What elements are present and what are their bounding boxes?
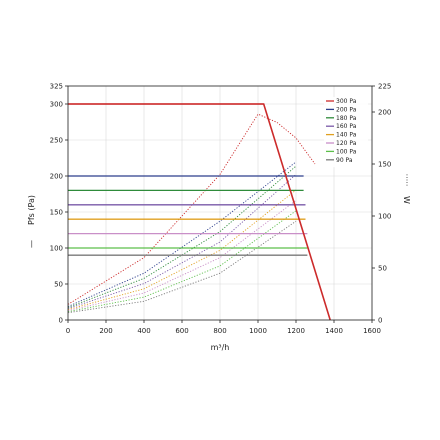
y-left-tick-label: 150 [50, 209, 63, 217]
legend-background [324, 97, 368, 168]
envelope-line [68, 103, 331, 321]
x-tick-label: 400 [137, 327, 150, 335]
power-curves [67, 113, 316, 314]
y-right-tick-label: 150 [378, 161, 391, 169]
y-right-tick-label: 100 [378, 213, 391, 221]
x-tick-label: 1000 [249, 327, 267, 335]
power-curve-140-pa [67, 189, 297, 311]
y-right-axis-title: W [402, 196, 411, 204]
legend-label-120-pa: 120 Pa [336, 140, 357, 147]
y-right-axis-title-group: W [402, 196, 411, 204]
x-tick-label: 1600 [363, 327, 381, 335]
y-left-tick-label: 300 [50, 101, 63, 109]
y-left-axis-title-group: Pfs (Pa) [27, 195, 36, 225]
legend-label-200-pa: 200 Pa [336, 106, 357, 113]
legend-label-90-pa: 90 Pa [336, 157, 353, 164]
x-tick-label: 1400 [325, 327, 343, 335]
y-right-tick-label: 0 [378, 317, 382, 325]
legend-label-180-pa: 180 Pa [336, 115, 357, 122]
x-tick-label: 1200 [287, 327, 305, 335]
y-left-tick-label: 200 [50, 173, 63, 181]
y-left-tick-label: 50 [54, 281, 63, 289]
legend-label-100-pa: 100 Pa [336, 148, 357, 155]
y-left-axis-ticks: 0 50 100 150 200 250 300 325 [50, 83, 68, 325]
y-right-tick-label: 225 [378, 83, 391, 91]
y-left-tick-label: 250 [50, 137, 63, 145]
power-curve-200-pa [67, 161, 297, 307]
y-left-tick-label: 0 [59, 317, 63, 325]
power-curve-100-pa [67, 210, 297, 313]
y-left-tick-label: 325 [50, 83, 63, 91]
y-left-legend-symbol: — [27, 240, 36, 248]
legend-label-300-pa: 300 Pa [336, 98, 357, 105]
legend-label-160-pa: 160 Pa [336, 123, 357, 130]
y-right-legend-symbol: ····· [402, 174, 411, 187]
y-right-axis-ticks: 0 50 100 150 200 225 [372, 83, 391, 325]
y-right-tick-label: 50 [378, 265, 387, 273]
power-curve-160-pa [67, 174, 297, 310]
x-axis-ticks: 0 200 400 600 800 1000 1200 1400 1600 [66, 320, 381, 335]
x-tick-label: 800 [213, 327, 226, 335]
y-left-axis-title: Pfs (Pa) [27, 195, 36, 225]
y-right-tick-label: 200 [378, 109, 391, 117]
x-tick-label: 0 [66, 327, 70, 335]
x-tick-label: 200 [99, 327, 112, 335]
y-left-tick-label: 100 [50, 245, 63, 253]
x-axis-title: m³/h [211, 343, 230, 352]
power-curve-300-pa [67, 113, 316, 305]
envelope-curve [68, 103, 331, 321]
x-tick-label: 600 [175, 327, 188, 335]
legend-label-140-pa: 140 Pa [336, 132, 357, 139]
